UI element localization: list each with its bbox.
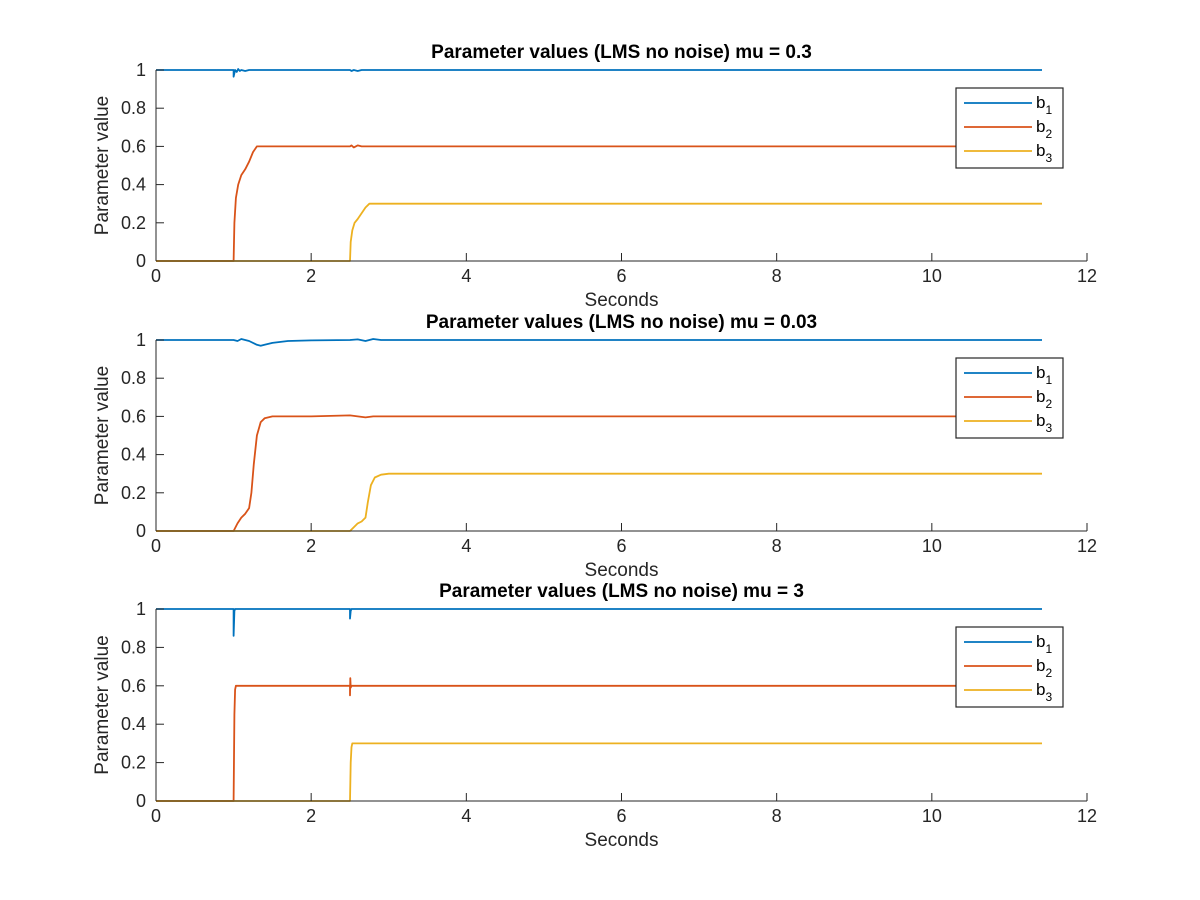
series-line-b3	[156, 202, 1042, 262]
plot-area	[156, 70, 1087, 261]
series-line-b1	[156, 338, 1042, 347]
chart-title: Parameter values (LMS no noise) mu = 3	[439, 581, 804, 602]
y-tick-label: 0.8	[121, 98, 146, 118]
legend-label-subscript: 2	[1045, 397, 1052, 411]
y-tick-label: 1	[136, 330, 146, 350]
legend-label-b3: b3	[1036, 680, 1052, 704]
legend-label-b2: b2	[1036, 656, 1052, 680]
legend-label-base: b	[1036, 363, 1045, 382]
legend-box	[955, 626, 1064, 708]
plot-area	[156, 340, 1087, 531]
y-tick-label: 0.6	[121, 406, 146, 426]
legend-label-subscript: 1	[1045, 103, 1052, 117]
chart-title: Parameter values (LMS no noise) mu = 0.3	[431, 42, 812, 63]
legend-label-b3: b3	[1036, 141, 1052, 165]
legend-box	[955, 87, 1064, 169]
series-line-b2	[156, 414, 1042, 532]
legend-label-base: b	[1036, 141, 1045, 160]
legend-label-b1: b1	[1036, 93, 1052, 117]
legend-label-base: b	[1036, 387, 1045, 406]
y-tick-label: 1	[136, 60, 146, 80]
x-tick-label: 6	[616, 266, 626, 286]
x-tick-label: 12	[1077, 536, 1097, 556]
legend-label-b3: b3	[1036, 411, 1052, 435]
x-axis-label: Seconds	[585, 560, 659, 581]
y-axis-label: Parameter value	[92, 366, 113, 505]
legend-label-subscript: 3	[1045, 151, 1052, 165]
y-tick-label: 0.2	[121, 483, 146, 503]
series-line-b1	[156, 608, 1042, 637]
y-tick-label: 0.8	[121, 637, 146, 657]
y-tick-label: 0.6	[121, 676, 146, 696]
y-tick-label: 0.4	[121, 445, 146, 465]
y-tick-label: 0.8	[121, 368, 146, 388]
x-tick-label: 4	[461, 266, 471, 286]
x-tick-label: 12	[1077, 266, 1097, 286]
x-tick-label: 4	[461, 806, 471, 826]
legend-label-subscript: 1	[1045, 642, 1052, 656]
x-axis-label: Seconds	[585, 830, 659, 851]
y-axis-label: Parameter value	[92, 635, 113, 774]
x-tick-label: 6	[616, 536, 626, 556]
x-tick-label: 10	[922, 536, 942, 556]
legend-label-base: b	[1036, 93, 1045, 112]
legend-label-b2: b2	[1036, 387, 1052, 411]
legend-label-b2: b2	[1036, 117, 1052, 141]
legend-label-subscript: 1	[1045, 373, 1052, 387]
x-tick-label: 0	[151, 536, 161, 556]
y-tick-label: 0	[136, 791, 146, 811]
x-tick-label: 2	[306, 536, 316, 556]
x-tick-label: 10	[922, 806, 942, 826]
series-line-b3	[156, 472, 1042, 532]
series-line-b1	[156, 68, 1042, 78]
x-tick-label: 2	[306, 266, 316, 286]
x-tick-label: 8	[772, 266, 782, 286]
legend-label-subscript: 2	[1045, 666, 1052, 680]
legend-label-base: b	[1036, 656, 1045, 675]
legend-label-subscript: 3	[1045, 690, 1052, 704]
x-tick-label: 10	[922, 266, 942, 286]
y-tick-label: 0.2	[121, 753, 146, 773]
x-tick-label: 2	[306, 806, 316, 826]
x-tick-label: 8	[772, 806, 782, 826]
legend-label-base: b	[1036, 632, 1045, 651]
legend-box	[955, 357, 1064, 439]
y-tick-label: 0.4	[121, 714, 146, 734]
legend-label-base: b	[1036, 411, 1045, 430]
legend-label-b1: b1	[1036, 632, 1052, 656]
x-axis-label: Seconds	[585, 290, 659, 311]
y-tick-label: 0.4	[121, 175, 146, 195]
y-tick-label: 0	[136, 521, 146, 541]
x-tick-label: 0	[151, 806, 161, 826]
x-tick-label: 6	[616, 806, 626, 826]
chart-title: Parameter values (LMS no noise) mu = 0.0…	[426, 312, 817, 333]
series-line-b2	[156, 144, 1042, 262]
legend-label-base: b	[1036, 680, 1045, 699]
legend-label-base: b	[1036, 117, 1045, 136]
y-tick-label: 1	[136, 599, 146, 619]
y-tick-label: 0.2	[121, 213, 146, 233]
legend-label-subscript: 3	[1045, 421, 1052, 435]
legend-label-b1: b1	[1036, 363, 1052, 387]
plot-area	[156, 609, 1087, 801]
series-group	[156, 68, 1042, 262]
x-tick-label: 8	[772, 536, 782, 556]
y-tick-label: 0	[136, 251, 146, 271]
series-group	[156, 338, 1042, 532]
x-tick-label: 12	[1077, 806, 1097, 826]
legend-label-subscript: 2	[1045, 127, 1052, 141]
y-tick-label: 0.6	[121, 136, 146, 156]
series-line-b2	[156, 677, 1042, 802]
x-tick-label: 0	[151, 266, 161, 286]
y-axis-label: Parameter value	[92, 96, 113, 235]
x-tick-label: 4	[461, 536, 471, 556]
